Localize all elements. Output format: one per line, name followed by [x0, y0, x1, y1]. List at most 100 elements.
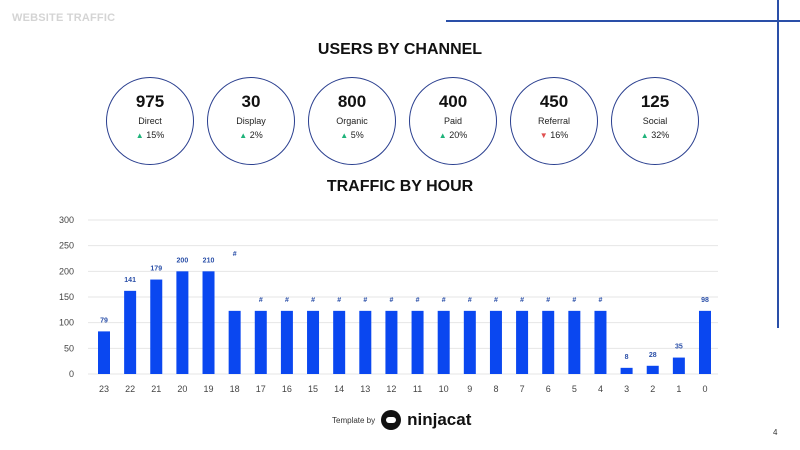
kpi-value: 400	[438, 92, 468, 111]
bar-7	[516, 310, 529, 374]
data-label: #	[599, 297, 603, 304]
data-label: #	[468, 297, 472, 304]
bar-11	[411, 310, 424, 374]
footer: Template by ninjacat	[332, 410, 471, 430]
vertical-divider	[777, 0, 779, 328]
data-label: 200	[177, 257, 189, 264]
triangle-up-icon: ▲	[640, 131, 649, 140]
data-label: #	[572, 297, 576, 304]
bar-0	[698, 310, 711, 374]
kpi-organic: 800 Organic ▲ 5%	[308, 77, 396, 165]
bar-14	[333, 310, 346, 374]
x-tick-label: 15	[308, 384, 318, 394]
data-label: 210	[203, 257, 215, 264]
bar-3	[620, 367, 633, 374]
data-label: #	[494, 297, 498, 304]
kpi-value: 975	[135, 92, 165, 111]
x-tick-label: 20	[177, 384, 187, 394]
chart-title: TRAFFIC BY HOUR	[326, 178, 474, 195]
bar-5	[568, 310, 581, 374]
x-tick-label: 14	[334, 384, 344, 394]
kpi-value: 800	[337, 92, 367, 111]
kpi-change-value: 15%	[146, 130, 165, 140]
bar-18	[228, 310, 241, 374]
x-tick-label: 16	[282, 384, 292, 394]
x-tick-label: 4	[598, 384, 603, 394]
ninjacat-logo-icon	[381, 410, 402, 430]
bar-9	[463, 310, 476, 374]
page-header: WEBSITE TRAFFIC	[12, 12, 116, 24]
x-tick-label: 9	[467, 384, 472, 394]
x-tick-label: 21	[151, 384, 161, 394]
triangle-up-icon: ▲	[438, 131, 447, 140]
kpi-value: 30	[241, 92, 261, 111]
y-tick-label: 250	[59, 241, 74, 251]
kpi-label: Direct	[138, 116, 162, 126]
kpi-change-value: 16%	[550, 130, 569, 140]
traffic-by-hour-chart: 0501001502002503007923141221792120020210…	[59, 215, 718, 394]
kpi-paid: 400 Paid ▲ 20%	[409, 77, 497, 165]
bar-10	[437, 310, 450, 374]
data-label: #	[389, 297, 393, 304]
triangle-up-icon: ▲	[239, 131, 248, 140]
data-label: #	[233, 251, 237, 258]
kpi-change-value: 5%	[350, 130, 364, 140]
data-label: 98	[701, 297, 709, 304]
data-label: #	[546, 297, 550, 304]
bar-12	[385, 310, 398, 374]
bar-20	[176, 271, 189, 374]
kpi-label: Referral	[537, 116, 570, 126]
y-tick-label: 150	[59, 292, 74, 302]
data-label: 79	[100, 317, 108, 324]
kpi-referral: 450 Referral ▼ 16%	[510, 77, 598, 165]
bar-16	[280, 310, 293, 374]
kpi-value: 125	[640, 92, 670, 111]
data-label: #	[416, 297, 420, 304]
bar-2	[646, 365, 659, 374]
y-tick-label: 0	[69, 369, 74, 379]
kpi-change-value: 20%	[449, 130, 468, 140]
data-label: 35	[675, 344, 683, 351]
x-tick-label: 18	[230, 384, 240, 394]
header-divider	[446, 20, 800, 22]
data-label: #	[259, 297, 263, 304]
data-label: #	[363, 297, 367, 304]
data-label: #	[285, 297, 289, 304]
y-tick-label: 50	[64, 343, 74, 353]
bar-21	[150, 279, 163, 374]
bar-8	[489, 310, 502, 374]
x-tick-label: 12	[386, 384, 396, 394]
kpi-direct: 975 Direct ▲ 15%	[106, 77, 194, 165]
triangle-up-icon: ▲	[135, 131, 144, 140]
bar-19	[202, 271, 215, 374]
kpi-label: Organic	[336, 116, 368, 126]
data-label: #	[520, 297, 524, 304]
bar-23	[98, 331, 110, 374]
template-by-label: Template by	[332, 415, 376, 425]
x-tick-label: 10	[439, 384, 449, 394]
triangle-down-icon: ▼	[539, 131, 548, 140]
data-label: #	[442, 297, 446, 304]
bar-15	[307, 310, 320, 374]
data-label: 179	[150, 266, 162, 273]
kpi-label: Display	[236, 116, 266, 126]
bar-1	[672, 357, 685, 374]
x-tick-label: 3	[624, 384, 629, 394]
x-tick-label: 19	[204, 384, 214, 394]
data-label: 141	[124, 277, 136, 284]
x-tick-label: 23	[99, 384, 109, 394]
kpi-label: Paid	[443, 116, 462, 126]
kpi-label: Social	[642, 116, 668, 126]
y-tick-label: 300	[59, 215, 74, 225]
x-tick-label: 5	[572, 384, 577, 394]
x-tick-label: 13	[360, 384, 370, 394]
kpi-change-value: 32%	[651, 130, 670, 140]
x-tick-label: 7	[520, 384, 525, 394]
y-tick-label: 100	[59, 318, 74, 328]
bar-17	[254, 310, 267, 374]
kpi-section-title: USERS BY CHANNEL	[317, 41, 483, 58]
x-tick-label: 22	[125, 384, 135, 394]
page-number: 4	[773, 428, 778, 437]
data-label: 8	[625, 354, 629, 361]
bar-4	[594, 310, 607, 374]
